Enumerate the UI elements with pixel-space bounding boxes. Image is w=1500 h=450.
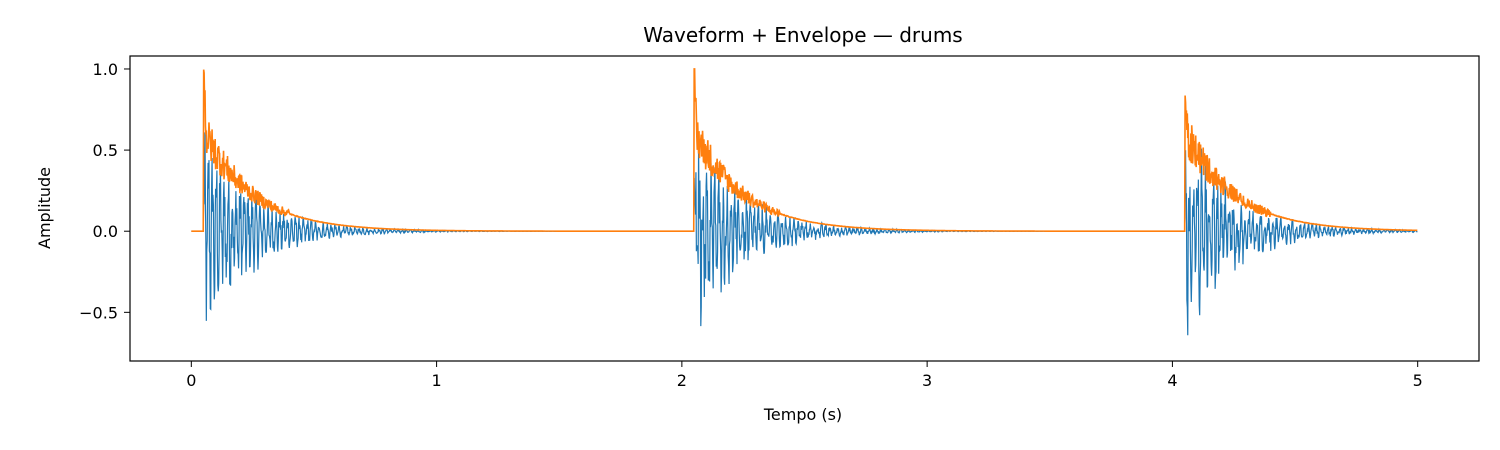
y-tick-label: 0.5 [93,141,118,160]
series-envelope [191,68,1418,233]
plot-frame [129,55,1480,362]
y-tick-label: 1.0 [93,60,118,79]
x-tick-label: 3 [922,371,932,390]
y-axis: −0.5 0.0 0.5 1.0 [79,60,130,322]
chart-title: Waveform + Envelope — drums [643,23,962,47]
y-tick-label: −0.5 [79,303,118,322]
series-waveform [191,132,1418,336]
y-tick-label: 0.0 [93,222,118,241]
x-tick-label: 4 [1167,371,1177,390]
y-axis-label: Amplitude [35,167,54,249]
x-tick-label: 5 [1413,371,1423,390]
x-tick-label: 1 [431,371,441,390]
x-axis-label: Tempo (s) [763,405,842,424]
x-axis: 0 1 2 3 4 5 [186,361,1423,390]
x-tick-label: 0 [186,371,196,390]
x-tick-label: 2 [677,371,687,390]
plot-area [129,55,1480,362]
